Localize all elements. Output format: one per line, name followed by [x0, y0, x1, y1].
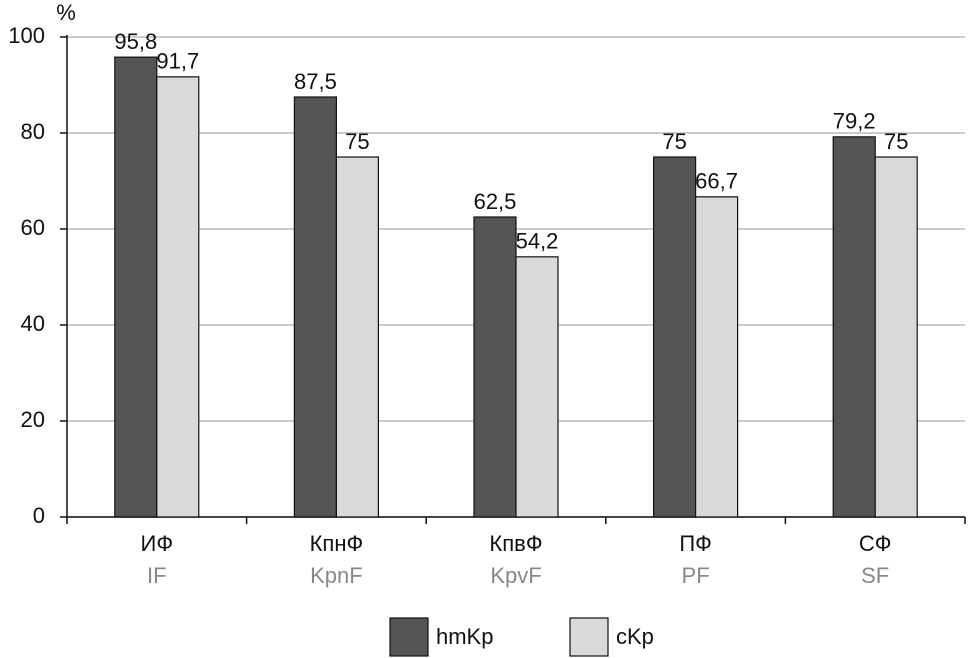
bar [156, 76, 200, 518]
bar [515, 256, 559, 518]
y-tick-label: 100 [8, 23, 45, 48]
legend-swatch [569, 617, 609, 657]
x-tick-sublabel: SF [861, 563, 889, 588]
x-tick-label: ИФ [141, 531, 174, 556]
x-tick-label: КпвФ [489, 531, 542, 556]
value-label: 66,7 [695, 169, 738, 194]
y-tick-label: 60 [21, 215, 45, 240]
value-label: 95,8 [114, 29, 157, 54]
y-tick-label: 0 [33, 503, 45, 528]
x-tick-label: ПФ [679, 531, 712, 556]
value-label: 75 [884, 129, 908, 154]
bar [652, 156, 697, 518]
bar [335, 156, 379, 518]
y-axis-label: % [56, 0, 76, 25]
bar [832, 136, 876, 518]
value-label: 91,7 [156, 49, 199, 74]
value-label: 54,2 [516, 229, 559, 254]
legend-label: hmKp [436, 624, 493, 649]
bar [874, 156, 918, 518]
x-tick-sublabel: KpnF [310, 563, 363, 588]
bar [293, 96, 337, 518]
x-tick-sublabel: IF [147, 563, 167, 588]
x-tick-sublabel: PF [682, 563, 710, 588]
bar [694, 196, 739, 518]
legend-swatch [389, 617, 429, 657]
bar [473, 216, 517, 518]
y-tick-label: 80 [21, 119, 45, 144]
legend-label: cKp [616, 624, 654, 649]
y-tick-label: 40 [21, 311, 45, 336]
bar [114, 56, 158, 518]
y-tick-label: 20 [21, 407, 45, 432]
value-label: 79,2 [833, 109, 876, 134]
value-label: 75 [345, 129, 369, 154]
value-label: 62,5 [474, 189, 517, 214]
value-label: 75 [662, 129, 686, 154]
x-tick-sublabel: KpvF [490, 563, 541, 588]
x-tick-label: СФ [859, 531, 892, 556]
value-label: 87,5 [294, 69, 337, 94]
x-tick-label: КпнФ [310, 531, 364, 556]
